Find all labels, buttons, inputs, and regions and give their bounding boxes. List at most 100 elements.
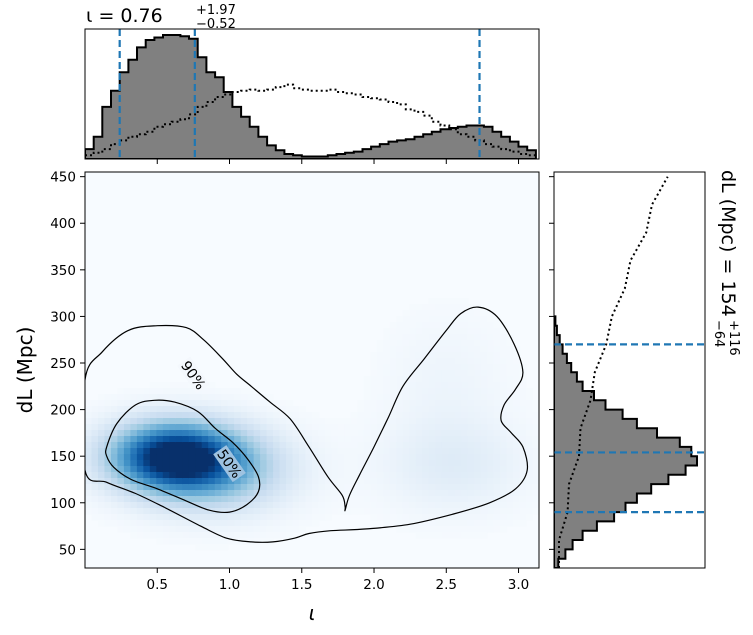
heatmap-cell xyxy=(91,406,99,413)
heatmap-cell xyxy=(97,508,106,515)
heatmap-cell xyxy=(123,502,131,509)
heatmap-cell xyxy=(383,388,391,395)
heatmap-cell xyxy=(441,394,449,401)
heatmap-cell xyxy=(253,412,261,419)
heatmap-cell xyxy=(389,328,397,335)
heatmap-cell xyxy=(376,406,384,413)
heatmap-cell xyxy=(454,334,462,341)
heatmap-cell xyxy=(513,400,521,407)
heatmap-cell xyxy=(428,376,436,383)
heatmap-cell xyxy=(513,364,521,371)
heatmap-cell xyxy=(396,484,404,491)
heatmap-cell xyxy=(363,406,371,413)
heatmap-cell xyxy=(247,418,255,425)
heatmap-cell xyxy=(383,346,391,353)
heatmap-cell xyxy=(402,520,410,527)
heatmap-cell xyxy=(461,388,469,395)
heatmap-cell xyxy=(253,526,261,533)
heatmap-cell xyxy=(389,490,397,497)
heatmap-cell xyxy=(370,400,378,407)
heatmap-cell xyxy=(409,406,417,413)
heatmap-cell xyxy=(299,496,307,503)
heatmap-cell xyxy=(130,508,138,515)
heatmap-cell xyxy=(279,478,287,485)
heatmap-cell xyxy=(156,466,164,473)
heatmap-cell xyxy=(344,454,352,461)
heatmap-cell xyxy=(247,466,255,473)
heatmap-cell xyxy=(350,424,358,431)
heatmap-cell xyxy=(402,442,410,449)
heatmap-cell xyxy=(175,418,183,425)
heatmap-cell xyxy=(370,430,378,437)
heatmap-cell xyxy=(409,382,417,389)
heatmap-cell xyxy=(409,508,417,515)
heatmap-cell xyxy=(487,358,495,365)
heatmap-cell xyxy=(130,454,138,461)
heatmap-cell xyxy=(370,454,378,461)
heatmap-cell xyxy=(214,406,222,413)
heatmap-cell xyxy=(182,478,190,485)
heatmap-cell xyxy=(474,352,482,359)
heatmap-cell xyxy=(409,514,417,521)
heatmap-cell xyxy=(448,304,456,311)
heatmap-cell xyxy=(448,466,456,473)
heatmap-cell xyxy=(389,514,397,521)
heatmap-cell xyxy=(260,406,268,413)
heatmap-cell xyxy=(130,400,138,407)
heatmap-cell xyxy=(480,334,488,341)
heatmap-cell xyxy=(337,472,346,479)
heatmap-cell xyxy=(409,490,417,497)
heatmap-cell xyxy=(454,436,462,443)
heatmap-cell xyxy=(286,490,294,497)
heatmap-cell xyxy=(299,430,307,437)
heatmap-cell xyxy=(247,520,255,527)
heatmap-cell xyxy=(156,472,164,479)
heatmap-cell xyxy=(389,442,397,449)
heatmap-cell xyxy=(188,388,196,395)
heatmap-cell xyxy=(312,514,320,521)
heatmap-cell xyxy=(208,460,216,467)
heatmap-cell xyxy=(532,418,539,425)
heatmap-cell xyxy=(519,388,527,395)
heatmap-cell xyxy=(136,460,144,467)
heatmap-cell xyxy=(370,496,378,503)
heatmap-cell xyxy=(299,502,307,509)
heatmap-cell xyxy=(149,424,157,431)
heatmap-cell xyxy=(454,322,462,329)
heatmap-cell xyxy=(441,454,449,461)
heatmap-cell xyxy=(435,298,443,305)
heatmap-cell xyxy=(396,490,404,497)
heatmap-cell xyxy=(234,412,242,419)
heatmap-cell xyxy=(253,400,261,407)
heatmap-cell xyxy=(435,496,443,503)
heatmap-cell xyxy=(162,538,170,545)
heatmap-cell xyxy=(324,490,333,497)
heatmap-cell xyxy=(156,430,164,437)
heatmap-cell xyxy=(448,412,456,419)
heatmap-cell xyxy=(149,388,157,395)
y-axis-label: dL (Mpc) xyxy=(13,327,37,414)
heatmap-cell xyxy=(422,496,430,503)
heatmap-cell xyxy=(331,472,339,479)
heatmap-cell xyxy=(409,460,417,467)
heatmap-cell xyxy=(195,544,203,551)
heatmap-cell xyxy=(286,472,294,479)
heatmap-cell xyxy=(422,358,430,365)
heatmap-cell xyxy=(247,430,255,437)
heatmap-cell xyxy=(493,466,501,473)
heatmap-cell xyxy=(474,382,482,389)
heatmap-cell xyxy=(85,496,93,503)
heatmap-cell xyxy=(337,448,346,455)
heatmap-cell xyxy=(149,472,157,479)
heatmap-cell xyxy=(156,388,164,395)
heatmap-cell xyxy=(415,460,423,467)
heatmap-cell xyxy=(474,508,482,515)
heatmap-cell xyxy=(467,400,475,407)
heatmap-cell xyxy=(487,316,495,323)
heatmap-cell xyxy=(318,460,326,467)
heatmap-cell xyxy=(493,484,501,491)
heatmap-cell xyxy=(454,394,462,401)
heatmap-cell xyxy=(201,478,209,485)
heatmap-cell xyxy=(331,460,339,467)
heatmap-cell xyxy=(480,340,488,347)
